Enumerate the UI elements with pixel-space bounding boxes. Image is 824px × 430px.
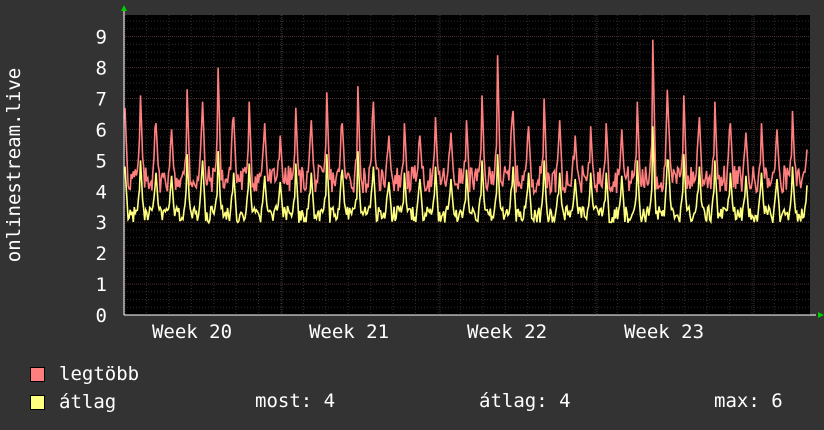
- series-line-atlag: [124, 126, 808, 225]
- y-axis-label: onlinestream.live: [3, 68, 25, 262]
- x-tick-label: Week 22: [467, 321, 547, 343]
- y-tick-label: 7: [96, 89, 107, 111]
- x-axis-arrow: [818, 312, 824, 318]
- y-axis-arrow: [121, 5, 127, 11]
- grid: [123, 15, 810, 315]
- y-tick-label: 4: [96, 181, 107, 203]
- series-line-legtobb: [124, 39, 808, 197]
- axes: 0 1 2 3 4 5 6 7 8 9 Week 20 Week 21 Week 22 Week 23: [96, 5, 824, 343]
- y-tick-label: 6: [96, 119, 107, 141]
- x-tick-label: Week 21: [309, 321, 389, 343]
- y-tick-label: 9: [96, 27, 107, 49]
- y-tick-label: 3: [96, 212, 107, 234]
- y-tick-label: 5: [96, 150, 107, 172]
- series: [124, 39, 808, 225]
- y-tick-label: 1: [96, 274, 107, 296]
- x-tick-label: Week 20: [152, 321, 232, 343]
- x-tick-label: Week 23: [624, 321, 704, 343]
- y-tick-label: 2: [96, 243, 107, 265]
- y-tick-label: 0: [96, 305, 107, 327]
- plot-area: [124, 15, 810, 315]
- y-tick-label: 8: [96, 58, 107, 80]
